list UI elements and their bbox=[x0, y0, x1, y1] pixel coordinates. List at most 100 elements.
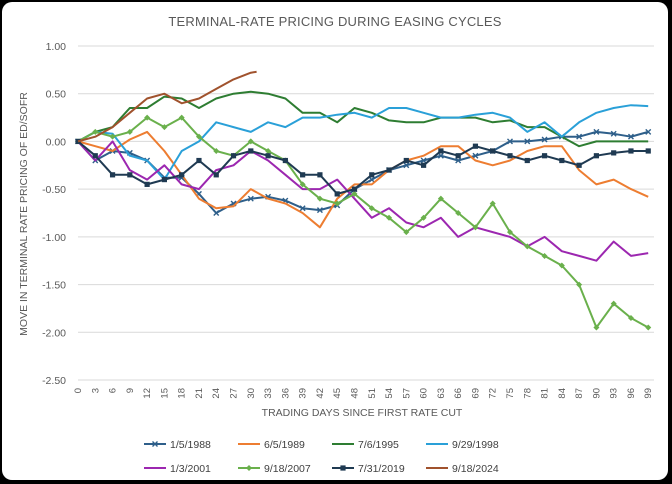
data-point bbox=[247, 195, 254, 202]
legend-label: 9/18/2024 bbox=[452, 463, 499, 475]
legend-item: 7/6/1995 bbox=[332, 439, 399, 451]
legend-label: 7/31/2019 bbox=[358, 463, 405, 475]
series-9-18-2024 bbox=[77, 70, 257, 143]
gridlines bbox=[78, 45, 654, 381]
data-point bbox=[490, 148, 496, 154]
y-tick-label: 0.00 bbox=[46, 136, 67, 148]
data-point bbox=[213, 172, 219, 178]
legend: 1/5/1988 6/5/1989 7/6/1995 9/29/1998 1/3/200… bbox=[144, 439, 499, 475]
series-line bbox=[77, 130, 649, 229]
data-point bbox=[489, 200, 496, 207]
data-point bbox=[144, 114, 151, 121]
data-point bbox=[645, 128, 652, 135]
data-point bbox=[161, 177, 167, 183]
data-point bbox=[437, 195, 444, 202]
x-tick-label: 51 bbox=[367, 388, 378, 399]
x-tick-label: 60 bbox=[419, 388, 430, 399]
data-point bbox=[126, 128, 133, 135]
y-tick-label: 0.50 bbox=[46, 89, 67, 101]
data-point bbox=[334, 200, 341, 207]
y-tick-label: -1.50 bbox=[42, 280, 66, 292]
data-point bbox=[420, 157, 427, 164]
data-point bbox=[403, 162, 410, 169]
data-point bbox=[109, 133, 116, 140]
data-point bbox=[340, 465, 346, 471]
x-axis-label: TRADING DAYS SINCE FIRST RATE CUT bbox=[262, 407, 463, 419]
x-tick-label: 21 bbox=[194, 388, 205, 399]
data-point bbox=[558, 262, 565, 269]
data-point bbox=[127, 172, 133, 178]
series-9-29-1998 bbox=[77, 104, 649, 181]
data-point bbox=[611, 150, 617, 156]
legend-label: 1/3/2001 bbox=[170, 463, 211, 475]
data-point bbox=[559, 157, 565, 164]
x-tick-label: 27 bbox=[229, 388, 240, 399]
data-point bbox=[420, 214, 427, 221]
series-lines bbox=[75, 70, 652, 331]
line-chart: TERMINAL-RATE PRICING DURING EASING CYCL… bbox=[18, 14, 654, 475]
legend-item: 6/5/1989 bbox=[238, 439, 305, 451]
x-tick-label: 63 bbox=[436, 388, 447, 399]
x-tick-label: 9 bbox=[125, 388, 136, 393]
series-line bbox=[77, 70, 257, 143]
legend-label: 6/5/1989 bbox=[264, 439, 305, 451]
x-tick-label: 75 bbox=[505, 388, 516, 399]
data-point bbox=[246, 465, 252, 471]
data-point bbox=[403, 229, 410, 236]
data-point bbox=[627, 314, 634, 321]
x-tick-label: 33 bbox=[263, 388, 274, 399]
data-point bbox=[92, 128, 99, 135]
data-point bbox=[300, 172, 306, 178]
data-point bbox=[593, 324, 600, 331]
x-tick-label: 3 bbox=[90, 388, 101, 393]
data-point bbox=[92, 153, 98, 159]
x-tick-label: 42 bbox=[315, 388, 326, 399]
data-point bbox=[351, 190, 358, 197]
data-point bbox=[265, 147, 272, 154]
data-point bbox=[386, 214, 393, 221]
y-tick-label: -2.00 bbox=[42, 327, 66, 339]
data-point bbox=[455, 157, 462, 164]
data-point bbox=[368, 176, 375, 183]
series-6-5-1989 bbox=[77, 130, 649, 229]
chart-title: TERMINAL-RATE PRICING DURING EASING CYCL… bbox=[168, 14, 501, 29]
data-point bbox=[213, 210, 220, 216]
data-point bbox=[455, 210, 462, 216]
data-point bbox=[368, 205, 375, 212]
series-7-31-2019 bbox=[75, 138, 651, 197]
data-point bbox=[507, 138, 513, 145]
series-1-5-1988 bbox=[75, 128, 652, 216]
data-point bbox=[230, 153, 237, 159]
x-tick-label: 69 bbox=[470, 388, 481, 399]
series-line bbox=[77, 140, 649, 195]
legend-item: 7/31/2019 bbox=[332, 463, 405, 475]
data-point bbox=[196, 157, 202, 164]
x-tick-label: 99 bbox=[643, 388, 654, 399]
x-tick-label: 24 bbox=[211, 388, 222, 399]
series-1-3-2001 bbox=[77, 140, 649, 262]
x-tick-label: 45 bbox=[332, 388, 343, 399]
series-line bbox=[77, 140, 649, 262]
x-tick-label: 87 bbox=[574, 388, 585, 399]
data-point bbox=[195, 133, 202, 140]
data-point bbox=[541, 252, 548, 259]
data-point bbox=[213, 147, 220, 154]
data-point bbox=[541, 153, 548, 159]
data-point bbox=[627, 133, 634, 140]
series-line bbox=[77, 104, 649, 181]
data-point bbox=[472, 143, 479, 149]
data-point bbox=[421, 162, 427, 168]
x-tick-label: 6 bbox=[108, 388, 119, 393]
legend-item: 1/3/2001 bbox=[144, 463, 211, 475]
data-point bbox=[438, 148, 444, 154]
chart-frame: TERMINAL-RATE PRICING DURING EASING CYCL… bbox=[2, 2, 668, 480]
x-tick-label: 81 bbox=[540, 388, 551, 399]
legend-label: 7/6/1995 bbox=[358, 439, 399, 451]
data-point bbox=[576, 281, 583, 288]
data-point bbox=[317, 172, 323, 178]
legend-label: 9/29/1998 bbox=[452, 439, 499, 451]
data-point bbox=[144, 181, 150, 187]
data-point bbox=[455, 153, 461, 159]
data-point bbox=[248, 148, 254, 154]
x-tick-label: 12 bbox=[142, 388, 153, 399]
